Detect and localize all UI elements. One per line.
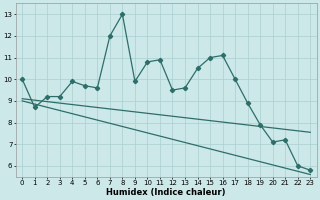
X-axis label: Humidex (Indice chaleur): Humidex (Indice chaleur) [107,188,226,197]
